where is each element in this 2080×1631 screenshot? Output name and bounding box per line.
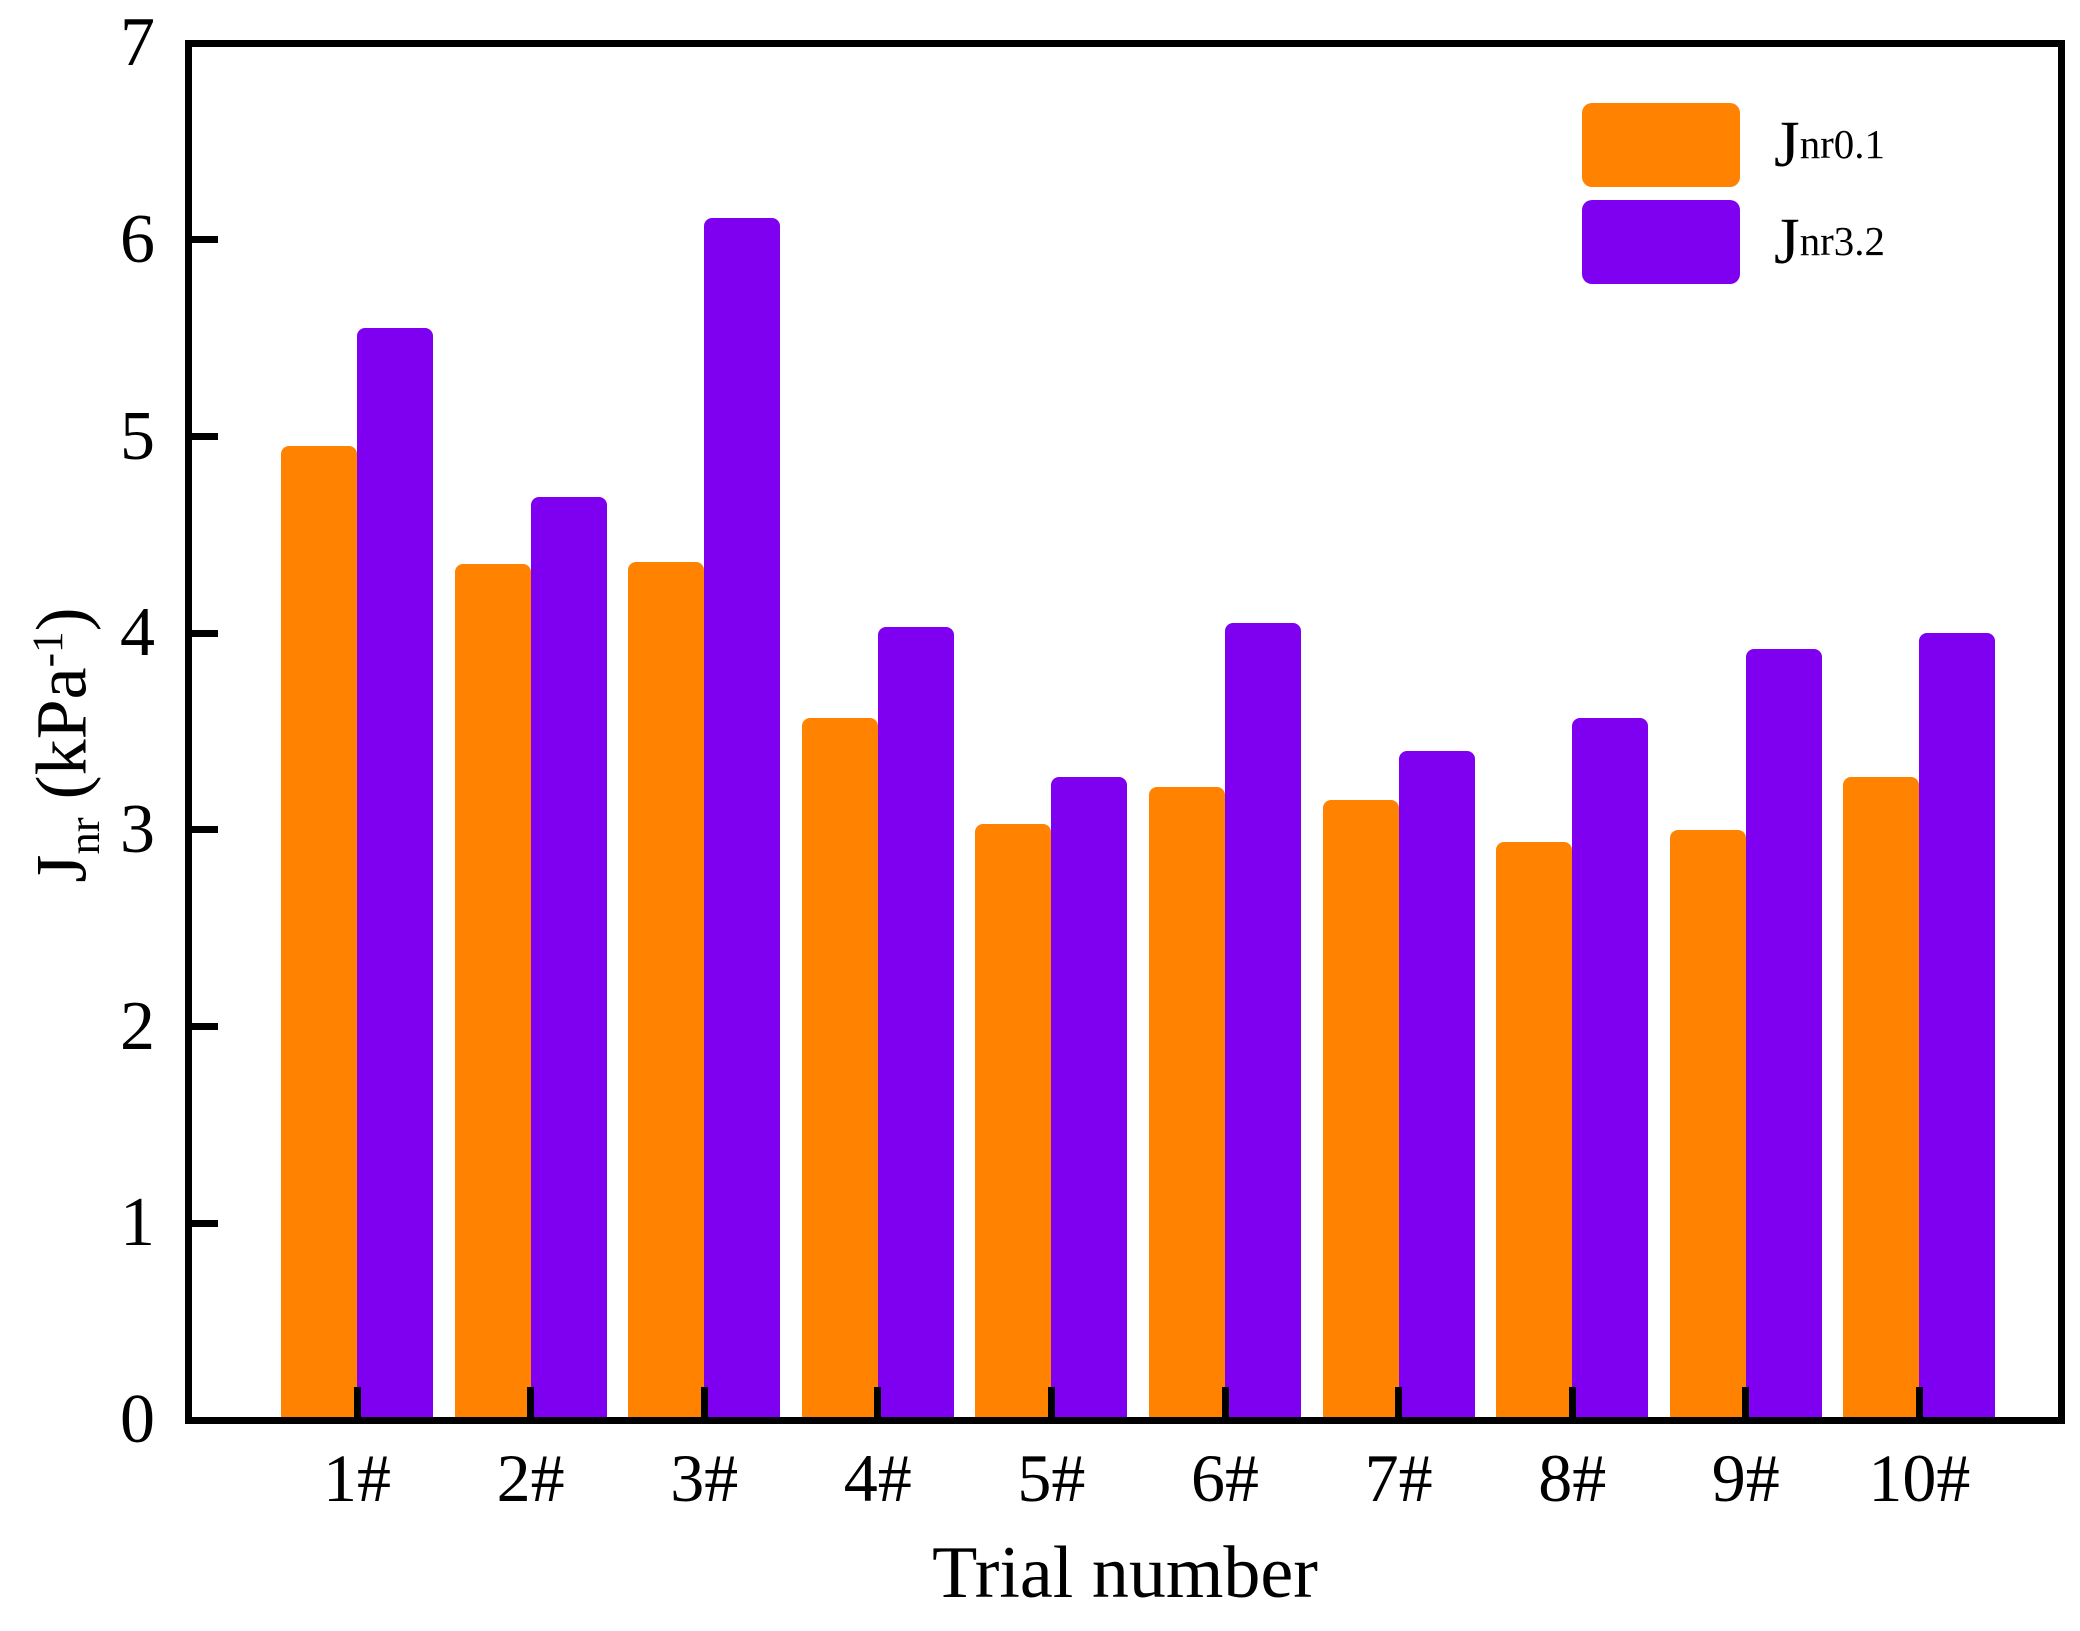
bar-Jnr3.2-8# [1572,718,1648,1417]
bar-Jnr3.2-6# [1225,623,1301,1417]
bar-Jnr0.1-7# [1323,800,1399,1417]
y-axis-tick-6 [192,236,218,244]
y-axis-tick-label-4: 4 [120,594,155,672]
y-axis-tick-label-5: 5 [120,397,155,475]
bar-Jnr3.2-4# [878,627,954,1417]
y-axis-tick-4 [192,629,218,637]
bar-Jnr0.1-6# [1149,787,1225,1417]
legend-label-symbol: J [1774,205,1800,278]
y-axis-tick-5 [192,433,218,440]
x-axis-tick-label-8#: 8# [1538,1440,1607,1516]
bar-Jnr3.2-10# [1919,633,1995,1417]
x-axis-tick-label-5#: 5# [1017,1440,1086,1516]
x-axis-tick-2# [527,1387,535,1417]
y-axis-tick-label-1: 1 [120,1184,155,1262]
y-axis-tick-label-0: 0 [120,1381,155,1458]
bar-Jnr3.2-2# [531,497,607,1417]
bar-Jnr3.2-7# [1399,751,1475,1417]
y-axis-tick-3 [192,826,218,834]
y-axis-tick-2 [192,1023,218,1031]
x-axis-tick-label-4#: 4# [843,1440,912,1516]
x-axis-tick-label-6#: 6# [1191,1440,1259,1516]
bar-Jnr3.2-5# [1051,777,1127,1417]
x-axis-tick-7# [1395,1387,1403,1417]
y-axis-tick-label-6: 6 [120,200,155,278]
y-axis-tick-label-7: 7 [120,4,155,82]
y-axis-tick-label-3: 3 [120,790,155,868]
x-axis-tick-label-1#: 1# [323,1440,391,1516]
bar-Jnr0.1-2# [455,564,531,1417]
legend-label-symbol: J [1774,108,1800,181]
x-axis-tick-10# [1915,1387,1923,1417]
bar-Jnr0.1-8# [1496,842,1572,1417]
x-axis-tick-label-2#: 2# [496,1440,565,1516]
x-axis-tick-9# [1742,1387,1750,1417]
x-axis-tick-8# [1568,1387,1576,1417]
x-axis-tick-5# [1047,1387,1055,1417]
x-axis-tick-label-7#: 7# [1364,1440,1433,1516]
x-axis-tick-6# [1221,1387,1229,1417]
x-axis-tick-1# [353,1387,361,1417]
x-axis-title: Trial number [932,1532,1318,1614]
x-axis-tick-label-3#: 3# [670,1440,739,1516]
plot-area [185,40,2065,1424]
legend-swatch-Jnr0.1 [1582,103,1740,187]
x-axis-tick-label-10#: 10# [1868,1440,1971,1516]
bar-Jnr3.2-9# [1746,649,1822,1417]
y-axis-tick-label-2: 2 [120,987,155,1065]
x-axis-tick-3# [700,1387,708,1417]
bar-Jnr0.1-4# [802,718,878,1417]
bar-Jnr3.2-3# [704,218,780,1417]
y-axis-tick-1 [192,1219,218,1227]
bar-Jnr0.1-1# [281,446,357,1417]
bar-Jnr3.2-1# [357,328,433,1417]
bar-Jnr0.1-10# [1843,777,1919,1417]
legend-swatch-Jnr3.2 [1582,200,1740,284]
bar-Jnr0.1-3# [628,562,704,1417]
x-axis-tick-label-9#: 9# [1711,1440,1780,1516]
x-axis-tick-4# [874,1387,882,1417]
bar-Jnr0.1-9# [1670,830,1746,1417]
bar-Jnr0.1-5# [975,824,1051,1417]
